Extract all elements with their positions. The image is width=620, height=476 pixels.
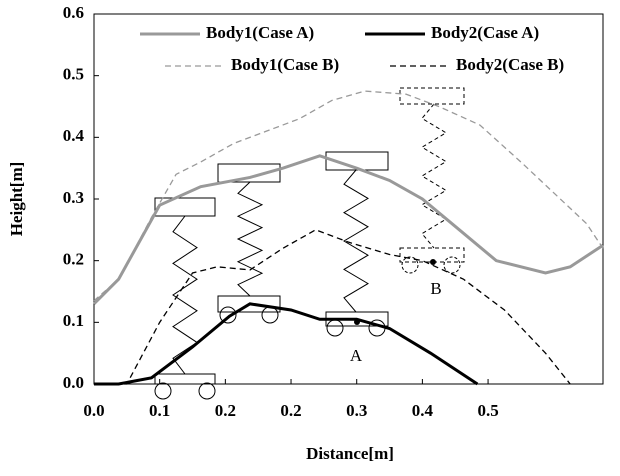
spring [172,215,198,375]
body-box [399,87,465,105]
body-box [154,373,216,385]
wheel [326,319,344,337]
body-box [154,197,216,217]
wheel [198,382,216,400]
legend-label: Body1(Case A) [206,23,314,42]
y-tick-label: 0.4 [63,126,85,145]
spring [236,181,264,297]
y-tick-label: 0.5 [63,65,84,84]
x-tick-label: 0.1 [149,401,170,420]
x-tick-label: 0.3 [346,401,367,420]
series-line [93,90,604,302]
body-box [217,295,281,313]
wheel [401,256,419,274]
x-tick-label: 0.0 [83,401,104,420]
y-tick-label: 0.3 [63,188,84,207]
wheel [261,306,279,324]
vehicle-diagram [154,87,465,400]
joint [430,259,436,265]
y-tick-label: 0.1 [63,311,84,330]
body-box [325,151,389,171]
body-box [399,247,465,263]
spring [343,169,369,313]
body-box [217,163,281,183]
series-line [94,229,571,385]
y-tick-label: 0.2 [63,250,84,269]
x-tick-label: 0.5 [477,401,498,420]
x-tick-label: 0.2 [280,401,301,420]
wheel [443,256,461,274]
annotation: A [350,346,363,365]
annotation: B [430,279,441,298]
series-line [92,154,604,305]
series-line [94,302,479,386]
legend-label: Body1(Case B) [231,55,339,74]
legend-label: Body2(Case B) [456,55,564,74]
x-axis-label: Distance[m] [306,444,394,463]
x-tick-label: 0.2 [215,401,236,420]
y-tick-label: 0.0 [63,373,84,392]
wheel [219,306,237,324]
y-axis-label: Height[m] [7,162,26,237]
y-tick-label: 0.6 [63,3,84,22]
spring [421,103,447,249]
wheel [154,382,172,400]
x-tick-label: 0.4 [412,401,434,420]
legend-label: Body2(Case A) [431,23,539,42]
